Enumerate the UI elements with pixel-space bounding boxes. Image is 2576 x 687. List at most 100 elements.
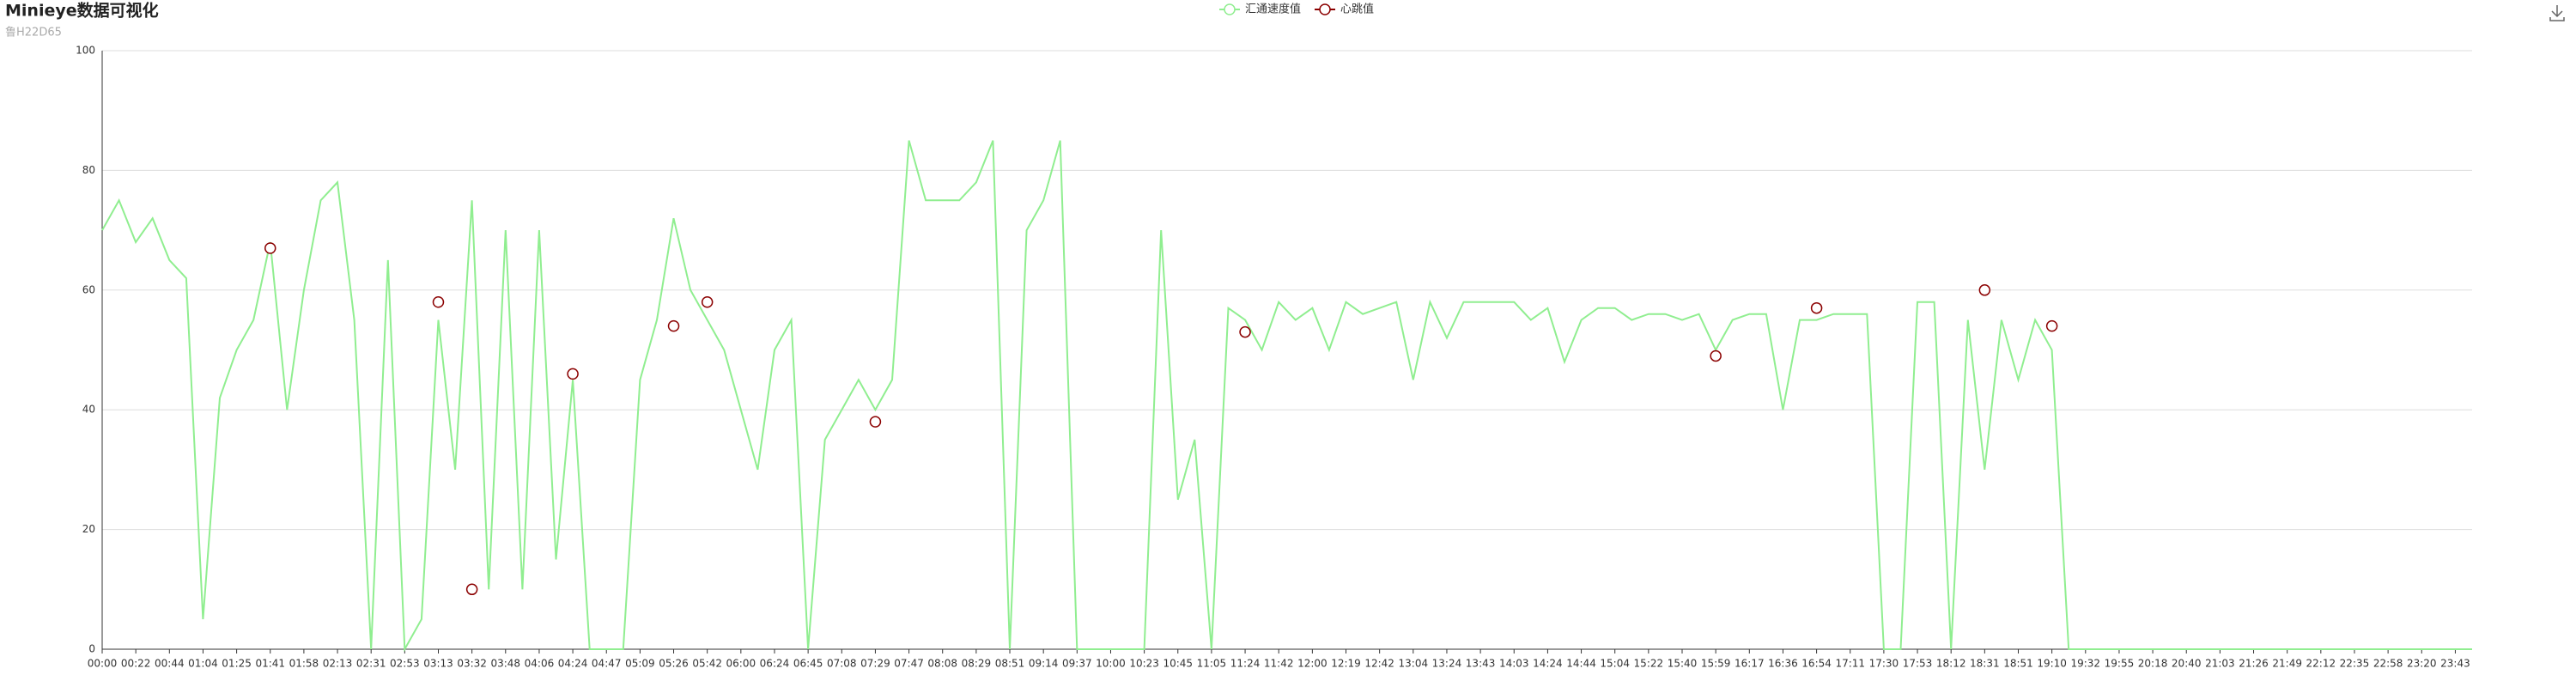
x-tick-label: 18:12 [1936,658,1966,670]
y-tick-label: 100 [76,45,95,57]
x-tick-label: 20:18 [2138,658,2168,670]
x-tick-label: 16:36 [1768,658,1798,670]
y-tick-label: 0 [88,643,95,655]
y-tick-label: 80 [82,164,95,176]
x-tick-label: 09:37 [1062,658,1092,670]
heart-marker [869,416,882,428]
x-tick-label: 13:43 [1466,658,1496,670]
x-tick-label: 04:06 [525,658,555,670]
x-tick-label: 17:53 [1903,658,1933,670]
x-tick-label: 14:44 [1566,658,1596,670]
x-tick-label: 22:12 [2306,658,2336,670]
x-tick-label: 21:03 [2205,658,2235,670]
x-tick-label: 07:47 [894,658,924,670]
y-tick-label: 20 [82,523,95,535]
x-tick-label: 01:25 [222,658,252,670]
chart-title: Minieye数据可视化 [5,1,159,21]
x-tick-label: 02:53 [390,658,420,670]
x-tick-label: 15:59 [1701,658,1731,670]
legend-marker [1224,3,1236,15]
x-tick-label: 20:40 [2172,658,2202,670]
legend-label: 心跳值 [1340,3,1374,16]
x-tick-label: 15:04 [1600,658,1630,670]
heart-marker [667,319,680,332]
x-tick-label: 02:31 [356,658,386,670]
x-tick-label: 22:58 [2373,658,2403,670]
legend-item[interactable]: 心跳值 [1315,3,1374,16]
legend-marker [1319,3,1331,15]
x-tick-label: 11:05 [1197,658,1227,670]
x-tick-label: 03:13 [423,658,453,670]
x-tick-label: 19:10 [2037,658,2067,670]
x-tick-label: 15:22 [1634,658,1664,670]
x-tick-label: 01:04 [188,658,218,670]
x-tick-label: 14:03 [1499,658,1529,670]
x-tick-label: 22:35 [2340,658,2370,670]
x-tick-label: 23:20 [2407,658,2437,670]
x-tick-label: 21:49 [2272,658,2302,670]
x-tick-label: 12:00 [1297,658,1327,670]
x-tick-label: 06:24 [760,658,790,670]
x-tick-label: 12:19 [1331,658,1361,670]
x-tick-label: 04:47 [592,658,622,670]
heart-marker [264,242,276,254]
x-tick-label: 07:08 [827,658,857,670]
x-tick-label: 10:45 [1163,658,1193,670]
x-tick-label: 10:00 [1096,658,1126,670]
x-tick-label: 17:30 [1869,658,1899,670]
heart-marker [1810,301,1823,314]
x-tick-label: 23:43 [2440,658,2470,670]
x-tick-label: 12:42 [1364,658,1394,670]
x-tick-label: 02:13 [323,658,353,670]
x-tick-label: 16:54 [1801,658,1832,670]
heart-marker [2045,319,2058,332]
x-tick-label: 00:44 [155,658,185,670]
x-tick-label: 03:32 [457,658,487,670]
x-tick-label: 08:08 [927,658,957,670]
legend-label: 汇通速度值 [1245,3,1301,16]
heart-marker [701,295,714,308]
x-tick-label: 05:09 [625,658,655,670]
x-tick-label: 19:55 [2105,658,2135,670]
x-tick-label: 13:04 [1399,658,1429,670]
legend-item[interactable]: 汇通速度值 [1219,3,1301,16]
x-tick-label: 00:22 [121,658,151,670]
x-tick-label: 07:29 [860,658,890,670]
x-tick-label: 16:17 [1735,658,1765,670]
heart-marker [465,583,478,596]
x-tick-label: 01:41 [255,658,285,670]
x-tick-label: 04:24 [558,658,588,670]
x-tick-label: 11:42 [1264,658,1294,670]
x-tick-label: 15:40 [1668,658,1698,670]
x-tick-label: 06:00 [726,658,756,670]
x-tick-label: 18:31 [1970,658,2000,670]
x-tick-label: 18:51 [2003,658,2033,670]
x-tick-label: 05:42 [692,658,722,670]
y-tick-label: 40 [82,404,95,416]
x-tick-label: 00:00 [88,658,118,670]
x-tick-label: 14:24 [1533,658,1563,670]
heart-marker [1239,325,1251,338]
series-line [101,140,2472,653]
heart-marker [1710,350,1722,362]
x-tick-label: 10:23 [1129,658,1159,670]
x-tick-label: 19:32 [2070,658,2100,670]
x-tick-label: 05:26 [659,658,689,670]
download-glyph[interactable] [2549,5,2565,21]
y-tick-label: 60 [82,283,95,295]
x-tick-label: 01:58 [289,658,319,670]
heart-marker [432,295,445,308]
x-tick-label: 21:26 [2239,658,2269,670]
heart-marker [1978,284,1991,296]
x-tick-label: 08:29 [962,658,992,670]
x-tick-label: 13:24 [1432,658,1462,670]
x-tick-label: 08:51 [995,658,1025,670]
x-tick-label: 03:48 [490,658,520,670]
x-tick-label: 09:14 [1029,658,1059,670]
download-icon[interactable] [2549,5,2565,21]
x-tick-label: 17:11 [1835,658,1865,670]
x-tick-label: 06:45 [793,658,823,670]
heart-marker [567,368,579,380]
